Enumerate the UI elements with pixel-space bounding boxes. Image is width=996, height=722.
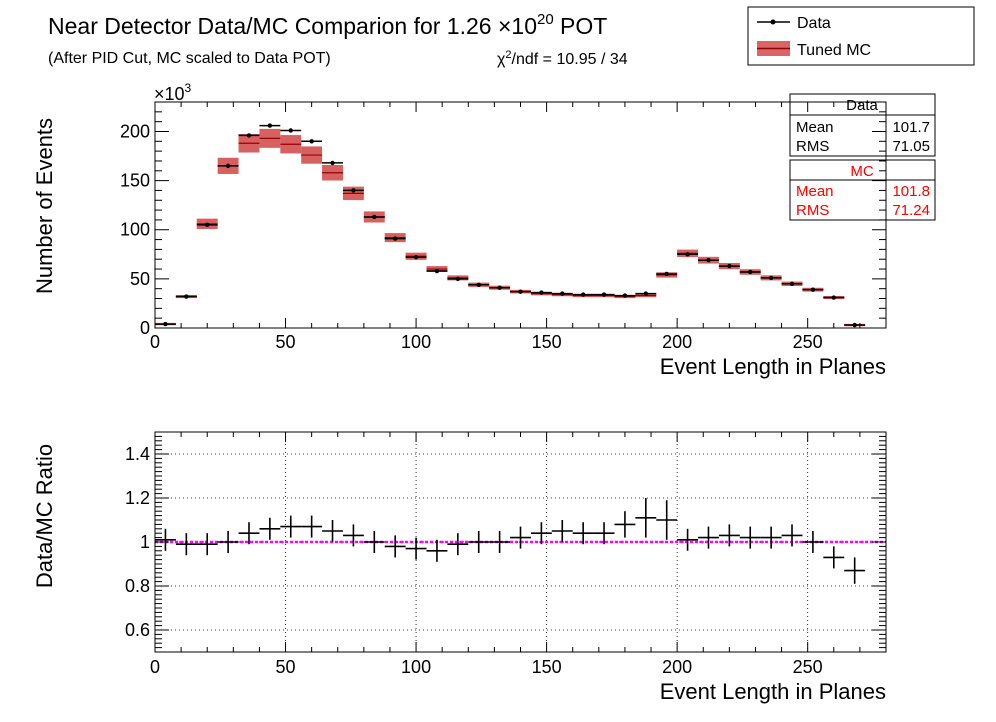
- data-point: [810, 287, 816, 292]
- data-point: [539, 290, 544, 295]
- data-point: [163, 321, 168, 327]
- legend-mc-label: Tuned MC: [797, 42, 871, 59]
- bottom-y-tick-label: 0.6: [125, 620, 150, 640]
- stats-mc-title: MC: [850, 163, 873, 180]
- top-x-axis-label: Event Length in Planes: [660, 354, 886, 379]
- bottom-x-tick-label: 150: [532, 657, 562, 677]
- top-panel: 0 50 100 150 200 250 0 50 100 150 200: [120, 101, 887, 352]
- data-point: [392, 236, 398, 241]
- data-point: [831, 295, 836, 300]
- top-x-tick-label: 200: [662, 332, 692, 352]
- top-y-tick-label: 50: [130, 269, 150, 289]
- top-x-tick-label: 250: [793, 332, 823, 352]
- stats-mc-frame: [789, 159, 936, 221]
- data-point: [225, 163, 231, 169]
- top-y-axis-label: Number of Events: [32, 118, 57, 294]
- data-point: [852, 322, 857, 328]
- stats-data-mean-value: 101.7: [892, 119, 930, 136]
- bottom-x-tick-label: 50: [276, 657, 296, 677]
- data-point: [330, 160, 335, 166]
- stats-data-frame: [789, 93, 936, 157]
- data-point: [685, 252, 690, 257]
- data-point: [768, 275, 774, 281]
- data-point: [580, 292, 586, 297]
- bottom-x-tick-label: 200: [662, 657, 692, 677]
- data-point: [413, 255, 419, 260]
- stats-data-rms-label: RMS: [796, 138, 829, 155]
- data-point: [205, 222, 210, 228]
- legend-data-label: Data: [797, 15, 831, 32]
- legend-data-marker: [770, 19, 776, 25]
- top-y-multiplier: ×103: [154, 81, 192, 104]
- chart-subtitle: (After PID Cut, MC scaled to Data POT): [48, 50, 331, 67]
- chi2-label: χ2/ndf = 10.95 / 34: [497, 49, 628, 68]
- bottom-y-tick-label: 1: [140, 532, 150, 552]
- data-point: [622, 293, 628, 298]
- top-y-tick-label: 0: [140, 318, 150, 338]
- top-x-tick-label: 50: [276, 332, 296, 352]
- data-point: [497, 285, 502, 290]
- data-point: [184, 294, 189, 299]
- bottom-x-axis-label: Event Length in Planes: [660, 679, 886, 704]
- data-point: [727, 263, 732, 269]
- stats-mc-mean-value: 101.8: [892, 183, 930, 200]
- stats-mc-rms-label: RMS: [796, 202, 829, 219]
- stats-mc-mean-label: Mean: [796, 183, 834, 200]
- top-y-tick-label: 100: [120, 220, 150, 240]
- data-point: [434, 268, 440, 274]
- stats-data-title: Data: [846, 97, 878, 114]
- data-point: [706, 258, 711, 263]
- data-point: [601, 292, 607, 297]
- bottom-x-tick-label: 100: [401, 657, 431, 677]
- data-point: [267, 123, 273, 128]
- data-point: [455, 276, 461, 282]
- top-x-tick-label: 100: [401, 332, 431, 352]
- bottom-y-axis-label: Data/MC Ratio: [32, 444, 57, 588]
- bottom-x-tick-label: 250: [793, 657, 823, 677]
- bottom-y-tick-label: 0.8: [125, 576, 150, 596]
- bottom-panel: 0 50 100 150 200 250 0.6 0.8 1 1.2 1.4: [125, 431, 887, 677]
- data-point: [246, 133, 252, 138]
- stats-data-rms-value: 71.05: [892, 138, 930, 155]
- top-x-tick-label: 150: [532, 332, 562, 352]
- top-x-tick-label: 0: [150, 332, 160, 352]
- data-point: [789, 281, 795, 286]
- top-y-tick-label: 200: [120, 121, 150, 141]
- data-point: [748, 269, 753, 275]
- stats-mc-rms-value: 71.24: [892, 202, 930, 219]
- chart-title: Near Detector Data/MC Comparion for 1.26…: [48, 11, 607, 39]
- bottom-y-tick-label: 1.4: [125, 444, 150, 464]
- bottom-x-tick-label: 0: [150, 657, 160, 677]
- data-point: [351, 188, 356, 193]
- data-point: [372, 214, 377, 220]
- data-point: [560, 291, 565, 296]
- legend: Data Tuned MC: [747, 6, 975, 66]
- data-point: [643, 291, 649, 296]
- stats-data-mean-label: Mean: [796, 119, 834, 136]
- stats-box-mc: MC Mean 101.8 RMS 71.24: [789, 159, 936, 221]
- data-point: [664, 271, 669, 277]
- data-point: [476, 282, 481, 287]
- data-point: [309, 139, 314, 144]
- data-point: [288, 128, 293, 133]
- top-y-tick-label: 150: [120, 171, 150, 191]
- bottom-y-tick-label: 1.2: [125, 488, 150, 508]
- stats-box-data: Data Mean 101.7 RMS 71.05: [789, 93, 936, 157]
- data-point: [518, 289, 523, 294]
